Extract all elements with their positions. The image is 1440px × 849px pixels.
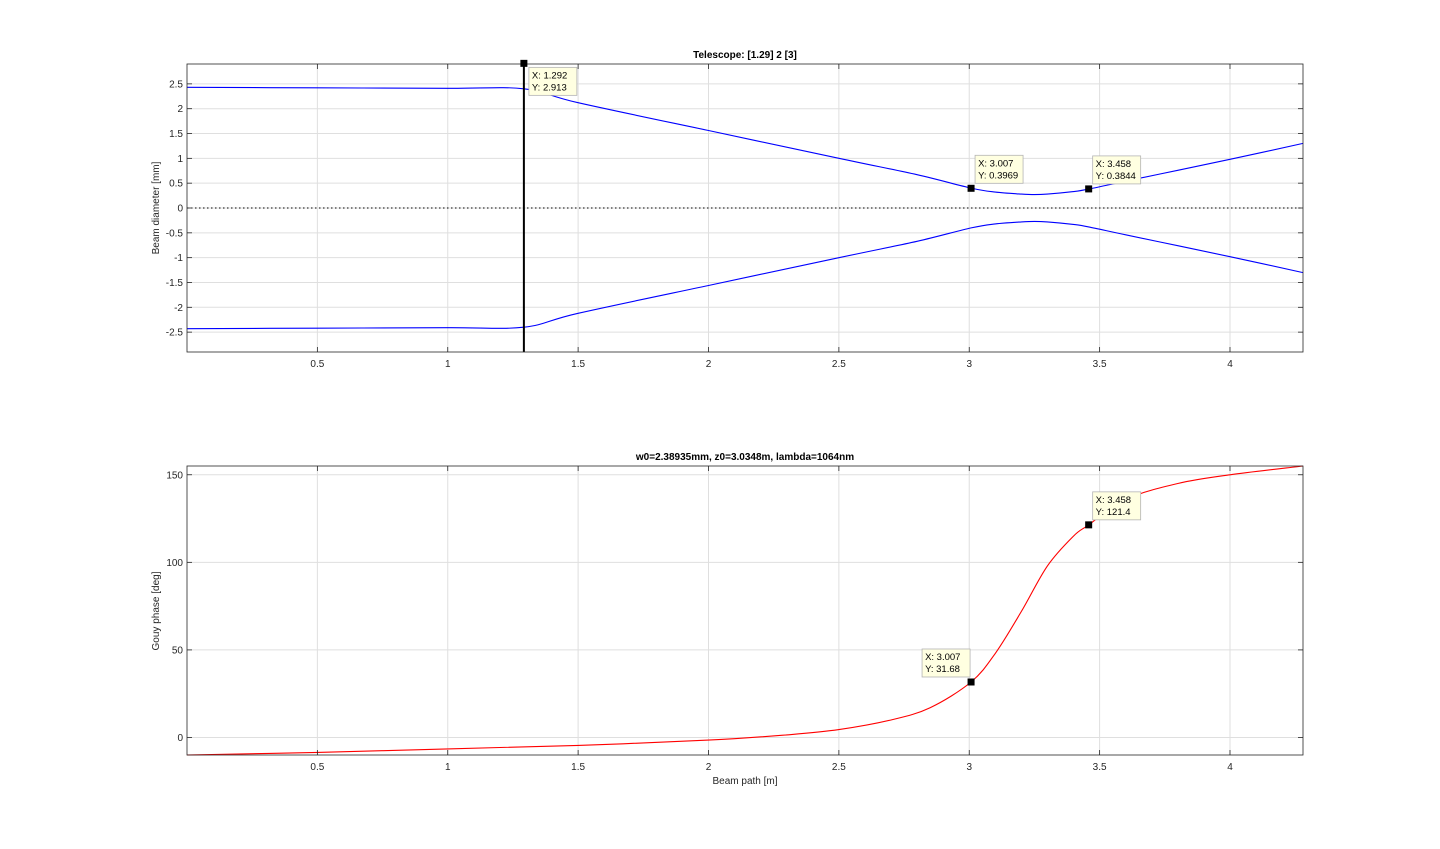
bottom-datatip-box-1 [1092, 491, 1142, 521]
top-ytick-label-1: -2 [174, 303, 183, 314]
top-datatip-marker-2 [1085, 185, 1093, 193]
top-xtick-label-4: 2.5 [832, 359, 846, 370]
top-ytick-label-2: -1.5 [166, 278, 184, 289]
top-datatip-x-text-1: X: 3.007 [978, 158, 1013, 169]
bottom-xtick-label-6: 3.5 [1093, 762, 1107, 773]
top-xtick-label-7: 4 [1227, 359, 1233, 370]
bottom-xtick-label-7: 4 [1227, 762, 1233, 773]
top-datatip-x-text-2: X: 3.458 [1096, 159, 1131, 170]
bottom-chart-ylabel: Gouy phase [deg] [151, 571, 162, 650]
bottom-datatip-marker-1 [1085, 521, 1093, 529]
top-series-line-1 [186, 220, 1304, 330]
top-chart-ylabel: Beam diameter [mm] [151, 161, 162, 254]
top-xtick-label-0: 0.5 [310, 359, 324, 370]
gouy-phase-axes[interactable]: w0=2.38935mm, z0=3.0348m, lambda=1064nm … [151, 452, 1304, 787]
bottom-datatip-box-0 [921, 648, 971, 678]
top-xtick-label-1: 1 [445, 359, 451, 370]
top-datatip-marker-0 [520, 59, 528, 67]
bottom-xtick-label-5: 3 [966, 762, 972, 773]
top-datatip-marker-1 [967, 184, 975, 192]
top-xtick-label-2: 1.5 [571, 359, 585, 370]
top-datatip-y-text-1: Y: 0.3969 [978, 170, 1018, 181]
top-ytick-label-9: 2 [177, 104, 183, 115]
bottom-datatip-x-text-0: X: 3.007 [925, 652, 960, 663]
bottom-xtick-label-2: 1.5 [571, 762, 585, 773]
bottom-datatip-y-text-1: Y: 121.4 [1096, 507, 1131, 518]
top-datatip-x-text-0: X: 1.292 [532, 70, 567, 81]
top-datatip-y-text-0: Y: 2.913 [532, 82, 567, 93]
bottom-chart-xlabel: Beam path [m] [712, 776, 777, 787]
bottom-ytick-label-0: 0 [177, 733, 183, 744]
top-datatip-box-0 [528, 66, 578, 96]
top-ytick-label-5: 0 [177, 204, 183, 215]
bottom-xtick-label-4: 2.5 [832, 762, 846, 773]
top-ytick-label-6: 0.5 [169, 179, 183, 190]
top-datatip-box-2 [1092, 155, 1142, 185]
top-datatip-box-1 [974, 154, 1024, 184]
bottom-xtick-label-0: 0.5 [310, 762, 324, 773]
bottom-ytick-label-3: 150 [166, 470, 183, 481]
top-xtick-label-5: 3 [966, 359, 972, 370]
top-chart-title: Telescope: [1.29] 2 [3] [693, 50, 797, 61]
beam-diameter-axes[interactable]: Telescope: [1.29] 2 [3] Beam diameter [m… [151, 50, 1304, 370]
top-ytick-label-8: 1.5 [169, 129, 183, 140]
top-datatip-y-text-2: Y: 0.3844 [1096, 171, 1136, 182]
top-xtick-label-3: 2 [706, 359, 712, 370]
bottom-xtick-label-3: 2 [706, 762, 712, 773]
top-ytick-label-10: 2.5 [169, 79, 183, 90]
bottom-datatip-marker-0 [967, 678, 975, 686]
bottom-xtick-label-1: 1 [445, 762, 451, 773]
bottom-ytick-label-1: 50 [172, 645, 184, 656]
top-ytick-label-4: -0.5 [166, 228, 184, 239]
top-ytick-label-3: -1 [174, 253, 183, 264]
bottom-datatip-x-text-1: X: 3.458 [1096, 495, 1131, 506]
bottom-chart-title: w0=2.38935mm, z0=3.0348m, lambda=1064nm [635, 452, 854, 463]
top-ytick-label-7: 1 [177, 154, 183, 165]
top-xtick-label-6: 3.5 [1093, 359, 1107, 370]
bottom-axes-box [186, 465, 1304, 756]
bottom-datatip-y-text-0: Y: 31.68 [925, 664, 960, 675]
bottom-ytick-label-2: 100 [166, 558, 183, 569]
top-ytick-label-0: -2.5 [166, 328, 184, 339]
